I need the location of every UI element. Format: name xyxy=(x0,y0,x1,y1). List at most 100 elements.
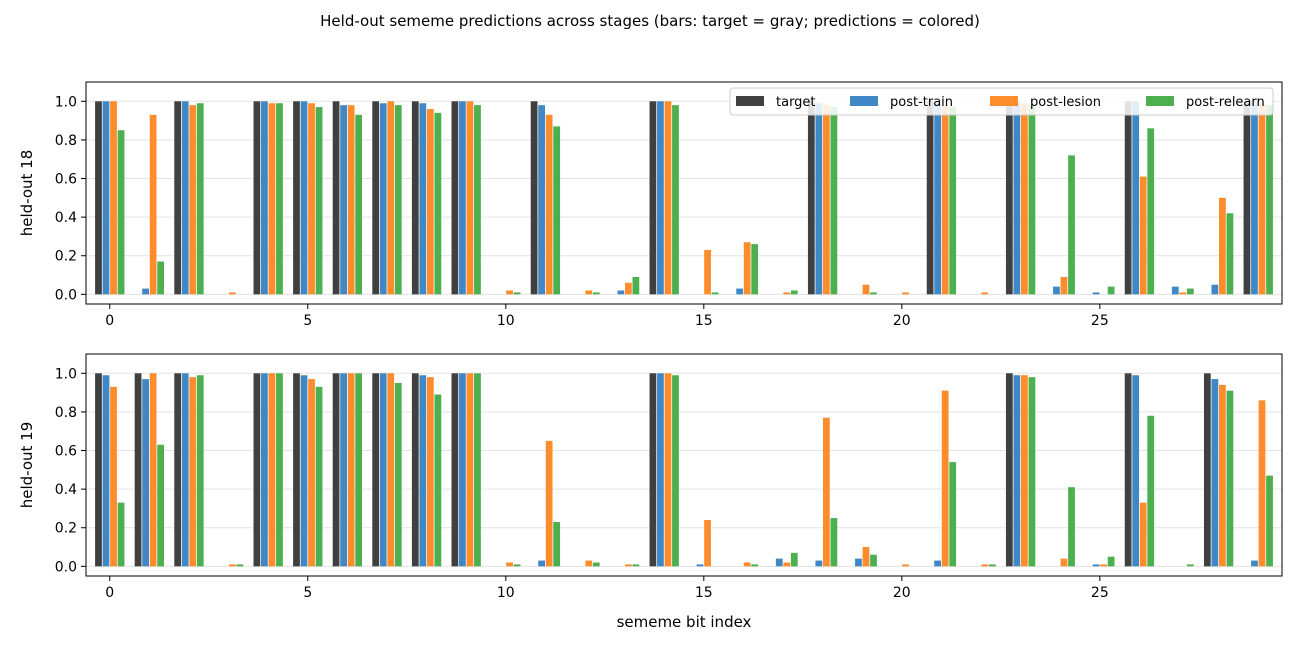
bar-post-lesion xyxy=(1179,292,1187,295)
x-tick-label: 15 xyxy=(695,585,713,601)
y-tick-label: 0.4 xyxy=(55,210,77,226)
bar-post-lesion xyxy=(1060,558,1068,567)
bar-post-relearn xyxy=(157,261,165,295)
bar-post-relearn xyxy=(276,373,283,567)
bar-post-relearn xyxy=(988,564,996,567)
bar-post-lesion xyxy=(268,103,276,295)
bar-post-relearn xyxy=(870,292,877,295)
bar-post-train xyxy=(815,560,823,567)
bar-target xyxy=(372,101,380,295)
bar-post-lesion xyxy=(387,373,395,567)
x-tick-label: 0 xyxy=(105,585,114,601)
bar-post-lesion xyxy=(1219,197,1226,295)
bar-post-lesion xyxy=(704,249,711,295)
panel-held-out-19: 0 5 10 15 20 25 0.0 0.2 0.4 0.6 0.8 1.0 held-out 1… xyxy=(18,353,1283,631)
y-tick-label: 0.0 xyxy=(55,559,77,575)
bar-post-lesion xyxy=(664,373,672,567)
bar-post-train xyxy=(657,101,664,295)
legend-swatch-post-relearn xyxy=(1146,96,1174,106)
bar-post-lesion xyxy=(743,562,751,567)
bar-post-lesion xyxy=(585,290,593,295)
bar-target xyxy=(411,101,419,295)
y-tick-label: 0.8 xyxy=(55,405,77,421)
bar-post-lesion xyxy=(822,417,830,567)
bar-post-relearn xyxy=(394,105,402,295)
bar-target xyxy=(174,373,182,567)
x-tick-label: 20 xyxy=(893,313,911,329)
bar-post-relearn xyxy=(1107,556,1115,567)
bar-post-relearn xyxy=(830,518,838,567)
y-tick-label: 1.0 xyxy=(55,366,77,382)
bar-post-relearn xyxy=(276,103,283,295)
bar-post-relearn xyxy=(949,462,957,567)
bar-target xyxy=(95,101,102,295)
bar-post-relearn xyxy=(1068,155,1075,295)
bar-post-train xyxy=(102,375,110,567)
bar-target xyxy=(926,101,934,295)
y-tick-label: 0.2 xyxy=(55,249,77,265)
bar-post-relearn xyxy=(117,502,125,567)
bar-target xyxy=(95,373,102,567)
bar-target xyxy=(332,101,340,295)
bar-post-train xyxy=(1251,101,1258,295)
bar-post-train xyxy=(261,373,268,567)
bar-post-lesion xyxy=(308,103,315,295)
bar-post-relearn xyxy=(196,375,204,567)
bar-post-relearn xyxy=(1028,105,1036,295)
bar-post-train xyxy=(934,103,942,295)
legend-swatch-post-train xyxy=(850,96,878,106)
bar-post-relearn xyxy=(1226,390,1234,567)
bar-target xyxy=(807,101,815,295)
bar-post-train xyxy=(1013,101,1021,295)
bar-post-lesion xyxy=(189,377,197,567)
bar-post-train xyxy=(815,103,823,295)
bar-post-lesion xyxy=(347,105,355,295)
bar-target xyxy=(649,101,657,295)
bar-post-lesion xyxy=(110,101,117,295)
bar-post-train xyxy=(419,375,427,567)
bar-post-train xyxy=(379,373,387,567)
bar-post-train xyxy=(1132,375,1140,567)
bar-target xyxy=(293,101,300,295)
bar-target xyxy=(1124,101,1132,295)
legend-swatch-post-lesion xyxy=(990,96,1018,106)
bar-post-lesion xyxy=(426,109,434,295)
figure-title: Held-out sememe predictions across stage… xyxy=(320,12,980,30)
bar-target xyxy=(134,373,142,567)
bar-post-lesion xyxy=(347,373,355,567)
bar-post-train xyxy=(459,373,466,567)
bar-group xyxy=(95,101,1273,295)
bar-post-lesion xyxy=(981,564,989,567)
bar-post-train xyxy=(855,558,862,567)
bar-post-train xyxy=(300,101,308,295)
bar-post-train xyxy=(340,373,348,567)
bar-target xyxy=(174,101,182,295)
bar-post-lesion xyxy=(902,292,909,295)
bar-post-lesion xyxy=(545,440,553,567)
legend-label: post-train xyxy=(890,95,953,110)
x-tick-label: 0 xyxy=(105,313,114,329)
bar-post-lesion xyxy=(743,242,751,295)
bar-post-relearn xyxy=(1107,286,1115,295)
axes-frame xyxy=(85,81,1283,305)
bar-post-lesion xyxy=(783,292,791,295)
bar-post-train xyxy=(102,101,110,295)
bar-post-train xyxy=(1053,286,1060,295)
y-tick-label: 0.0 xyxy=(55,287,77,303)
bar-post-relearn xyxy=(830,107,838,295)
y-tick-label: 0.8 xyxy=(55,133,77,149)
bar-post-train xyxy=(1092,292,1100,295)
bar-post-lesion xyxy=(1139,502,1147,567)
bar-post-lesion xyxy=(149,373,157,567)
bar-post-relearn xyxy=(672,375,679,567)
bar-post-relearn xyxy=(1266,475,1273,567)
bar-post-train xyxy=(736,288,744,295)
y-tick-label: 0.6 xyxy=(55,172,77,188)
bar-post-lesion xyxy=(585,560,593,567)
bar-post-relearn xyxy=(513,564,521,567)
bar-post-lesion xyxy=(1258,400,1266,567)
y-tick-label: 0.6 xyxy=(55,444,77,460)
bar-post-relearn xyxy=(1186,288,1194,295)
bar-post-relearn xyxy=(315,386,323,567)
bar-post-relearn xyxy=(1147,415,1155,567)
